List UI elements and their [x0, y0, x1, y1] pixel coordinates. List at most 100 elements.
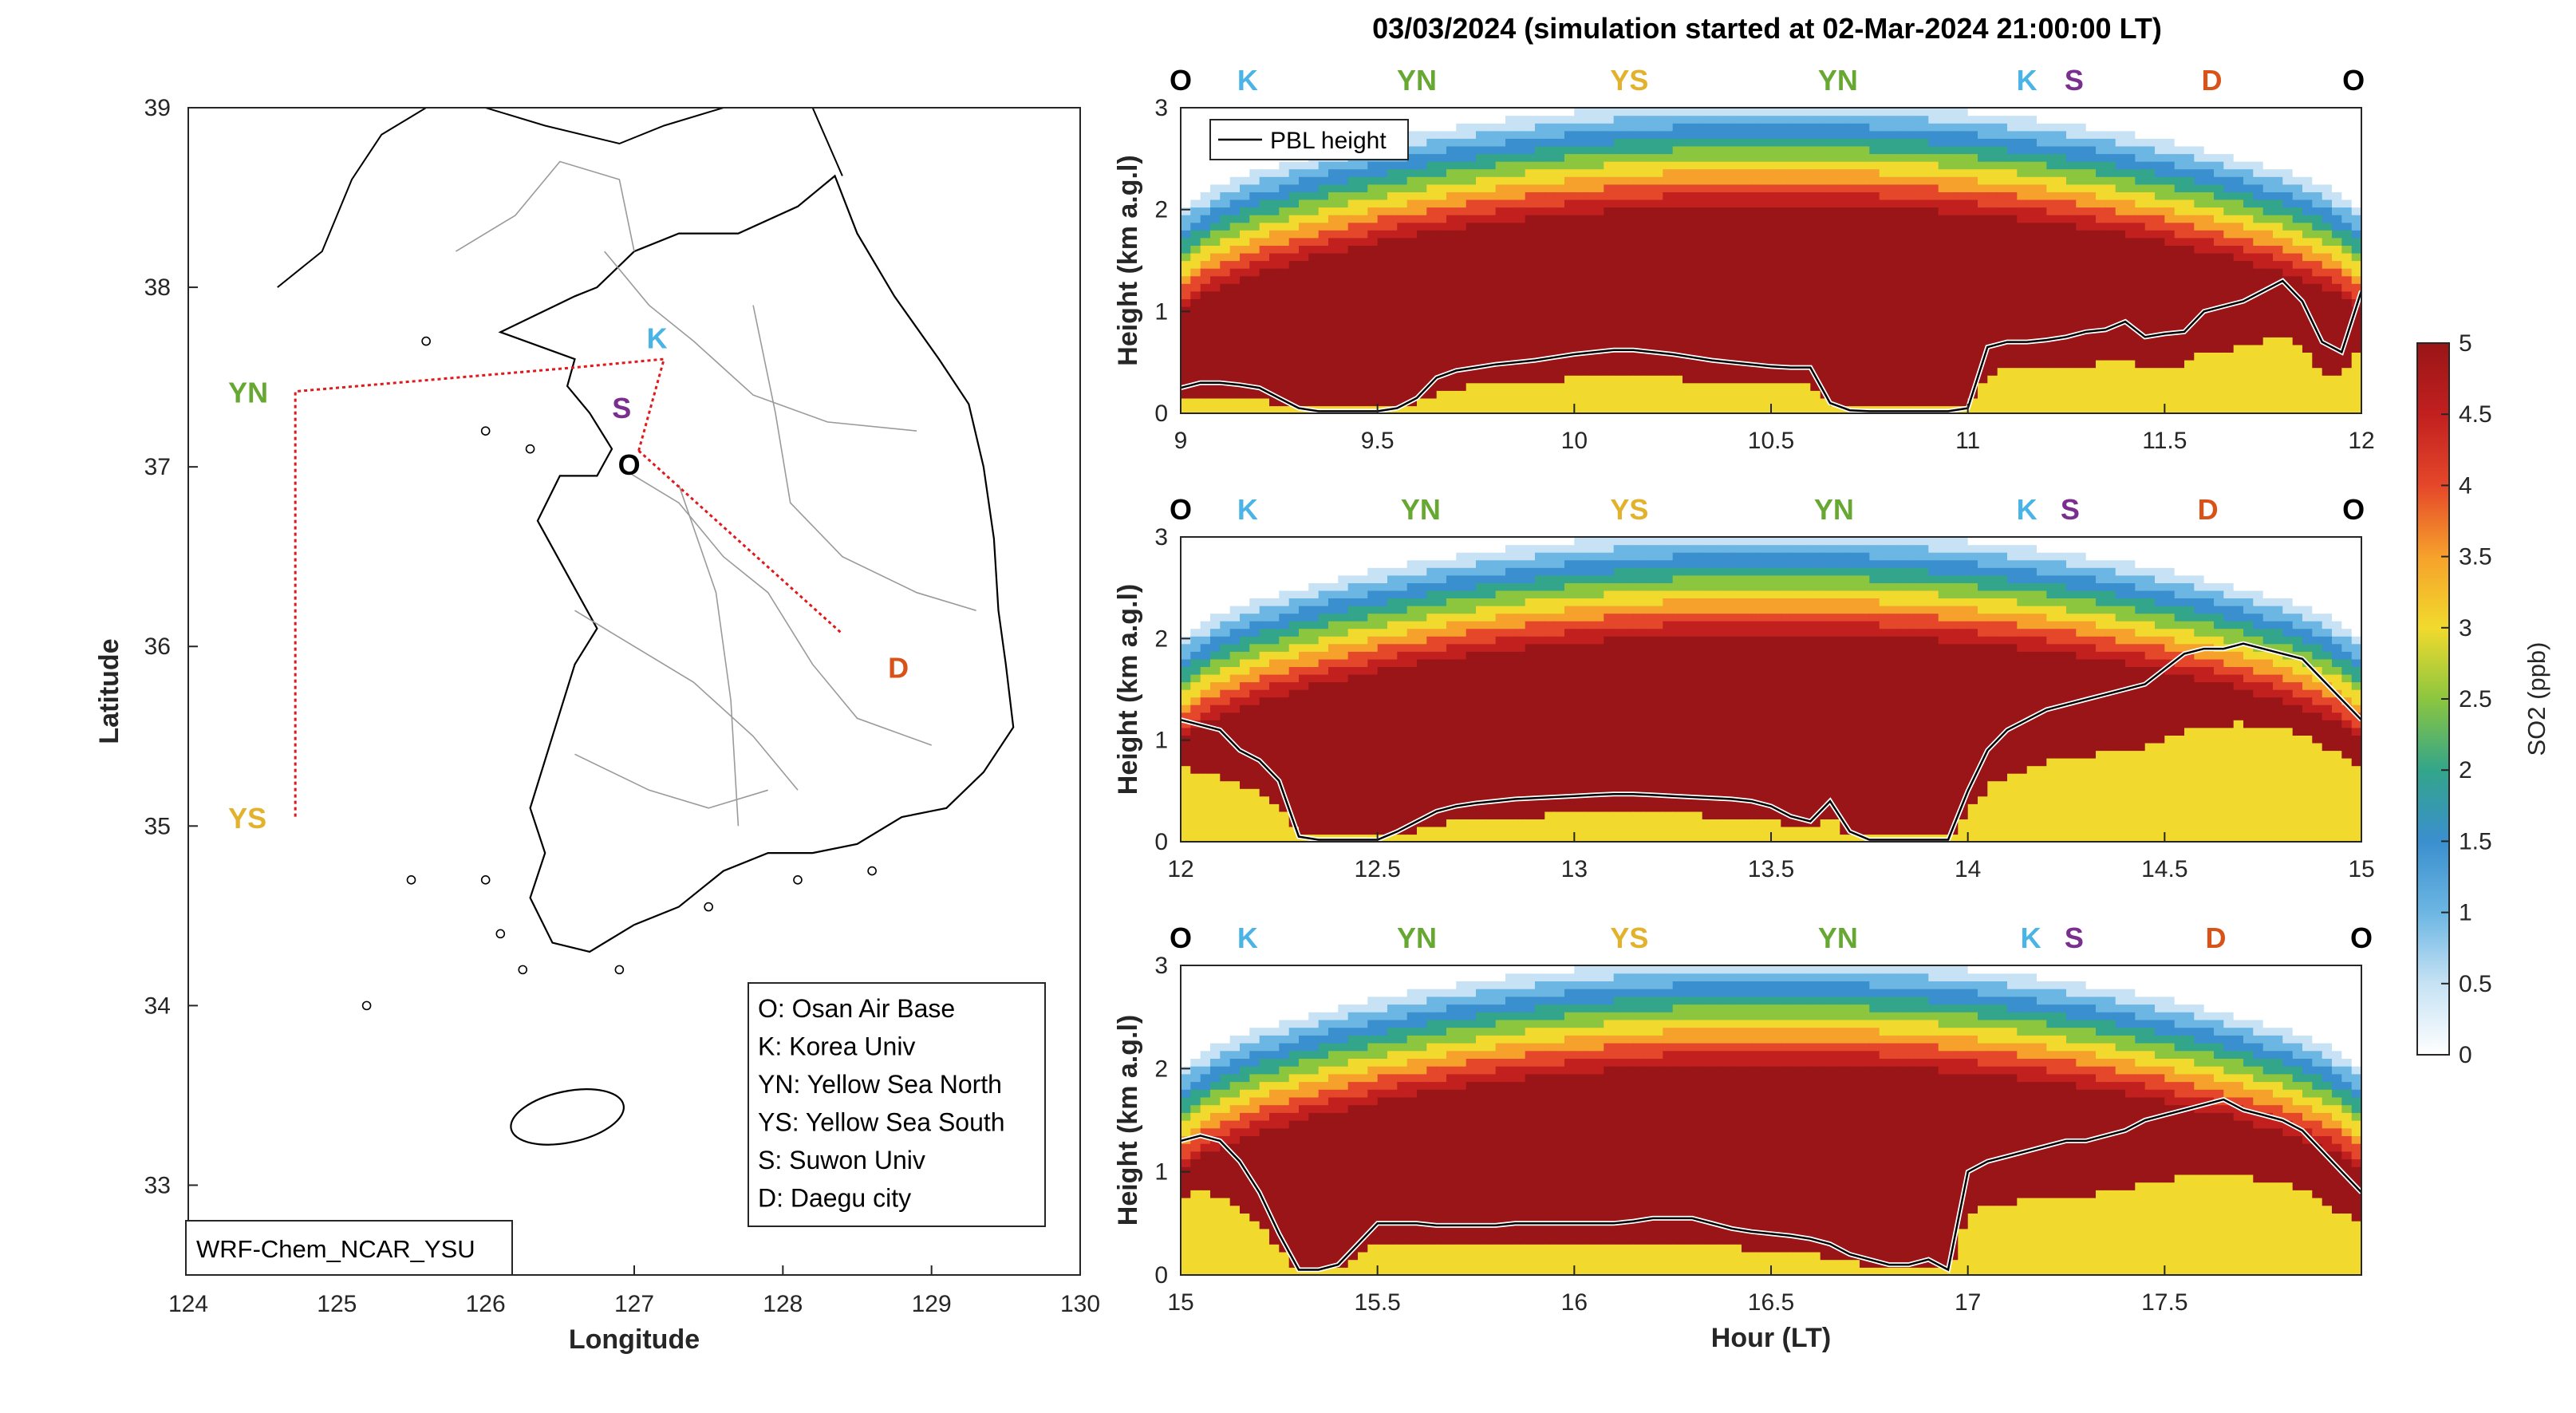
heatmap-cell	[2312, 138, 2323, 147]
heatmap-cell	[2302, 161, 2313, 170]
heatmap-cell	[2214, 207, 2224, 215]
heatmap-cell	[2007, 367, 2018, 376]
heatmap-cell	[1210, 367, 1221, 376]
heatmap-cell	[2292, 283, 2303, 292]
heatmap-cell	[1377, 260, 1388, 269]
heatmap-cell	[1879, 145, 1890, 155]
heatmap-cell	[1564, 115, 1575, 124]
heatmap-cell	[1505, 191, 1516, 200]
heatmap-cell	[2262, 145, 2274, 155]
heatmap-cell	[1190, 184, 1201, 192]
heatmap-cell	[2194, 405, 2205, 414]
heatmap-cell	[2243, 237, 2254, 246]
heatmap-cell	[1535, 168, 1545, 177]
heatmap-cell	[1594, 275, 1604, 284]
heatmap-cell	[1181, 145, 1191, 155]
heatmap-cell	[1181, 329, 1191, 337]
heatmap-cell	[2037, 138, 2047, 147]
heatmap-cell	[1181, 788, 1191, 797]
heatmap-cell	[1269, 237, 1280, 246]
heatmap-cell	[2194, 153, 2205, 162]
heatmap-cell	[1220, 215, 1231, 223]
heatmap-cell	[2056, 215, 2067, 223]
heatmap-cell	[1712, 161, 1722, 170]
heatmap-cell	[1436, 375, 1447, 384]
heatmap-cell	[2253, 344, 2264, 353]
heatmap-cell	[1908, 337, 1919, 345]
heatmap-cell	[1288, 337, 1300, 345]
heatmap-cell	[1948, 360, 1959, 369]
heatmap-cell	[1978, 260, 1988, 269]
heatmap-cell	[1751, 298, 1762, 307]
heatmap-cell	[1564, 314, 1575, 322]
heatmap-cell	[1181, 712, 1191, 720]
heatmap-cell	[2066, 322, 2077, 330]
heatmap-cell	[2194, 329, 2205, 337]
heatmap-cell	[2066, 252, 2077, 262]
heatmap-cell	[1742, 237, 1752, 246]
heatmap-cell	[1682, 153, 1693, 162]
heatmap-cell	[2085, 161, 2097, 170]
heatmap-cell	[1240, 245, 1250, 254]
heatmap-cell	[1594, 283, 1604, 292]
heatmap-cell	[1485, 344, 1497, 353]
heatmap-cell	[1633, 245, 1644, 254]
heatmap-cell	[1712, 108, 1722, 116]
site-marker-s: S	[2065, 64, 2084, 97]
heatmap-cell	[2262, 298, 2274, 307]
heatmap-cell	[1190, 207, 1201, 215]
heatmap-cell	[1771, 329, 1781, 337]
heatmap-cell	[2292, 115, 2303, 124]
heatmap-cell	[1299, 382, 1309, 391]
heatmap-cell	[1210, 207, 1221, 215]
heatmap-cell	[2144, 222, 2156, 231]
heatmap-cell	[1830, 145, 1840, 155]
heatmap-cell	[2056, 405, 2067, 414]
heatmap-cell	[1466, 237, 1477, 246]
heatmap-cell	[1742, 314, 1752, 322]
heatmap-cell	[1742, 108, 1752, 116]
heatmap-cell	[1663, 130, 1674, 139]
heatmap-cell	[2322, 161, 2333, 170]
heatmap-cell	[1377, 367, 1388, 376]
heatmap-cell	[1731, 290, 1742, 299]
heatmap-cell	[2056, 207, 2067, 215]
heatmap-cell	[1879, 290, 1890, 299]
heatmap-cell	[1997, 268, 2008, 277]
heatmap-cell	[2056, 397, 2067, 407]
heatmap-cell	[1978, 290, 1988, 299]
heatmap-cell	[1594, 161, 1604, 170]
heatmap-cell	[1181, 658, 1191, 667]
heatmap-cell	[1978, 397, 1988, 407]
heatmap-cell	[2155, 176, 2165, 185]
heatmap-cell	[1200, 191, 1211, 200]
heatmap-cell	[1495, 252, 1506, 262]
heatmap-cell	[1633, 115, 1644, 124]
heatmap-cell	[1653, 168, 1663, 177]
heatmap-cell	[1810, 352, 1821, 361]
heatmap-cell	[1860, 161, 1870, 170]
heatmap-cell	[1801, 397, 1811, 407]
heatmap-cell	[1377, 191, 1388, 200]
heatmap-cell	[1653, 275, 1663, 284]
heatmap-cell	[1613, 199, 1624, 208]
heatmap-cell	[2174, 375, 2185, 384]
heatmap-cell	[2322, 168, 2333, 177]
heatmap-cell	[1564, 375, 1575, 384]
model-label-box: WRF-Chem_NCAR_YSU	[185, 1220, 513, 1276]
heatmap-cell	[1220, 298, 1231, 307]
heatmap-cell	[1181, 344, 1191, 353]
heatmap-cell	[1919, 230, 1929, 239]
heatmap-cell	[1367, 314, 1379, 322]
heatmap-cell	[2253, 337, 2264, 345]
heatmap-cell	[1584, 184, 1595, 192]
heatmap-cell	[2056, 382, 2067, 391]
heatmap-cell	[1279, 252, 1290, 262]
heatmap-cell	[1928, 138, 1939, 147]
heatmap-cell	[1495, 168, 1506, 177]
heatmap-cell	[2007, 268, 2018, 277]
heatmap-cell	[1417, 161, 1427, 170]
heatmap-cell	[1613, 367, 1624, 376]
heatmap-cell	[2135, 382, 2146, 391]
heatmap-cell	[1771, 123, 1781, 132]
